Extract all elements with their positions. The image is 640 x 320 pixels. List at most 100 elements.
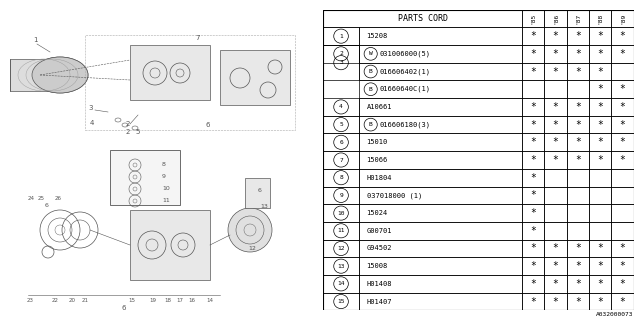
Bar — [544, 240, 566, 257]
Text: *: * — [620, 102, 625, 112]
Text: *: * — [620, 261, 625, 271]
Bar — [589, 240, 611, 257]
Text: *: * — [620, 137, 625, 147]
Text: 22: 22 — [51, 298, 58, 303]
Bar — [359, 240, 522, 257]
Bar — [323, 275, 359, 293]
Bar — [522, 187, 544, 204]
Text: 24: 24 — [28, 196, 35, 201]
Text: A032000073: A032000073 — [596, 312, 634, 317]
Text: '85: '85 — [531, 13, 536, 24]
Text: 12: 12 — [248, 246, 256, 251]
Text: *: * — [597, 67, 603, 76]
Bar — [359, 133, 522, 151]
Text: *: * — [575, 67, 580, 76]
Text: 10: 10 — [162, 187, 170, 191]
Bar — [359, 257, 522, 275]
Bar — [589, 222, 611, 240]
Text: 15010: 15010 — [367, 139, 388, 145]
Bar — [611, 275, 634, 293]
Text: 6: 6 — [122, 305, 126, 311]
Bar — [323, 27, 359, 45]
Bar — [589, 45, 611, 63]
Text: *: * — [530, 297, 536, 307]
Text: 10: 10 — [337, 211, 345, 216]
Text: 3: 3 — [88, 105, 93, 111]
Text: 18: 18 — [164, 298, 172, 303]
Bar — [589, 80, 611, 98]
Text: *: * — [552, 120, 558, 130]
Bar — [566, 10, 589, 27]
Bar — [522, 169, 544, 187]
Text: *: * — [552, 137, 558, 147]
Bar — [130, 210, 210, 280]
Text: *: * — [530, 31, 536, 41]
Text: PARTS CORD: PARTS CORD — [397, 14, 447, 23]
Text: *: * — [552, 49, 558, 59]
Text: *: * — [597, 261, 603, 271]
Text: *: * — [575, 102, 580, 112]
Bar — [589, 116, 611, 133]
Bar — [589, 98, 611, 116]
Text: 3: 3 — [339, 60, 343, 65]
Text: *: * — [575, 244, 580, 253]
Bar — [544, 169, 566, 187]
Bar — [359, 204, 522, 222]
Text: *: * — [530, 226, 536, 236]
Text: *: * — [552, 102, 558, 112]
Text: *: * — [530, 67, 536, 76]
Text: 15: 15 — [337, 299, 345, 304]
Text: *: * — [552, 244, 558, 253]
Bar — [544, 45, 566, 63]
Bar — [589, 27, 611, 45]
Bar — [589, 10, 611, 27]
Bar — [611, 169, 634, 187]
Text: 12: 12 — [337, 246, 345, 251]
Bar — [544, 116, 566, 133]
Text: 6: 6 — [258, 188, 262, 193]
Bar — [220, 50, 290, 105]
Bar — [245, 178, 270, 208]
Bar — [589, 293, 611, 310]
Text: 11: 11 — [337, 228, 345, 233]
Text: 15208: 15208 — [367, 33, 388, 39]
Text: *: * — [597, 297, 603, 307]
Bar — [544, 187, 566, 204]
Bar — [323, 45, 359, 63]
Text: 16: 16 — [189, 298, 195, 303]
Text: *: * — [575, 261, 580, 271]
Bar — [566, 257, 589, 275]
Bar — [611, 10, 634, 27]
Text: H01804: H01804 — [367, 175, 392, 181]
Bar — [566, 98, 589, 116]
Text: 6: 6 — [339, 140, 343, 145]
Bar — [566, 45, 589, 63]
Text: *: * — [597, 84, 603, 94]
Bar — [566, 240, 589, 257]
Bar — [611, 133, 634, 151]
Bar — [359, 98, 522, 116]
Text: *: * — [552, 67, 558, 76]
Text: *: * — [575, 31, 580, 41]
Text: 2: 2 — [339, 51, 343, 56]
Text: *: * — [530, 102, 536, 112]
Text: *: * — [530, 155, 536, 165]
Text: 9: 9 — [339, 193, 343, 198]
Bar — [522, 98, 544, 116]
Bar — [611, 63, 634, 80]
Text: *: * — [552, 279, 558, 289]
Ellipse shape — [32, 57, 88, 93]
Bar — [611, 80, 634, 98]
Bar — [522, 116, 544, 133]
Bar — [611, 204, 634, 222]
Bar — [566, 293, 589, 310]
Bar — [522, 240, 544, 257]
Text: 2: 2 — [126, 121, 131, 127]
Text: *: * — [530, 120, 536, 130]
Text: 19: 19 — [150, 298, 157, 303]
Text: 15: 15 — [129, 298, 136, 303]
Bar — [589, 187, 611, 204]
Bar — [589, 169, 611, 187]
Bar — [566, 63, 589, 80]
Bar — [544, 151, 566, 169]
